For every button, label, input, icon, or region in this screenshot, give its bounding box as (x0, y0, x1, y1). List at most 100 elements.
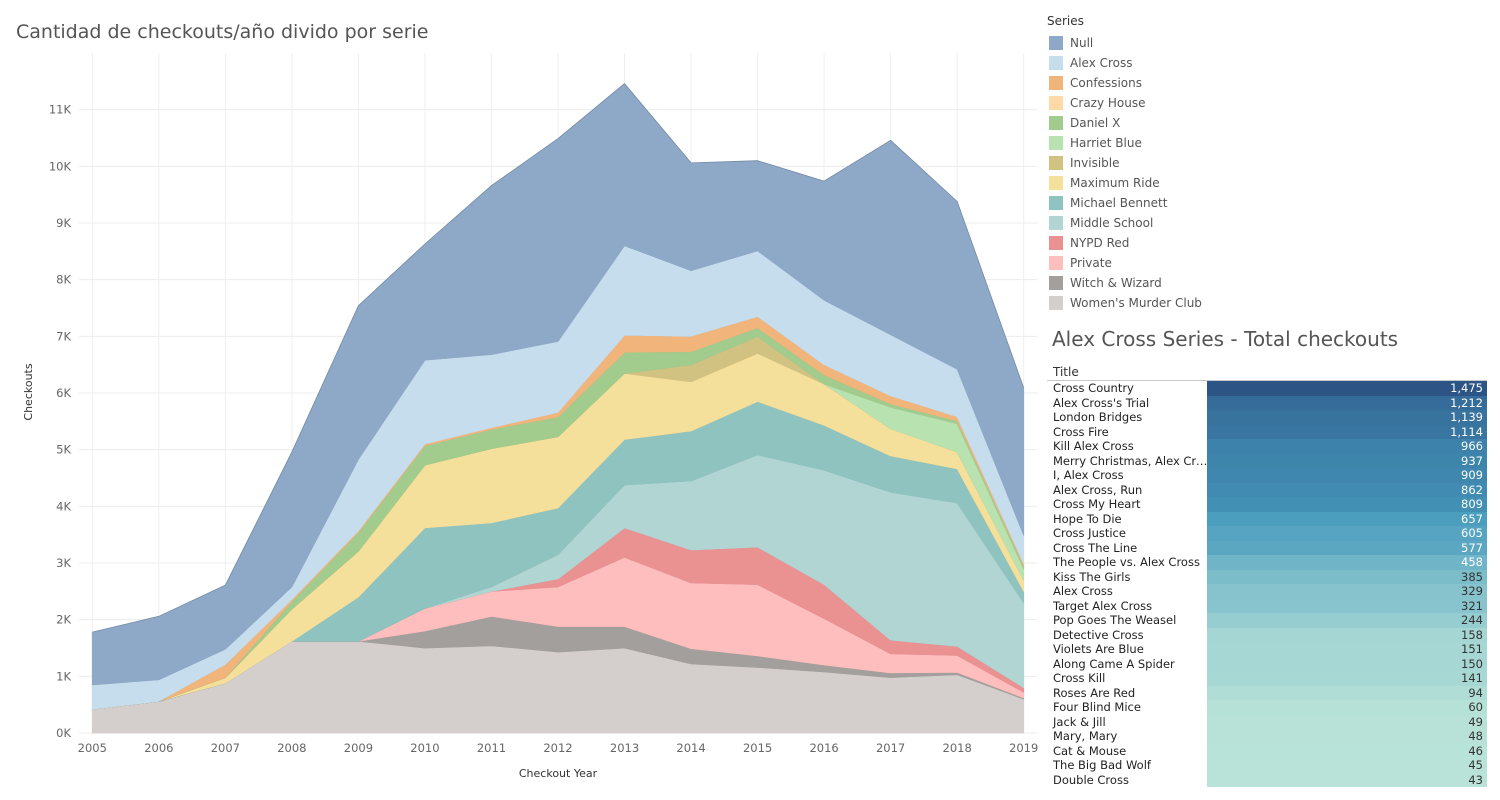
legend-item[interactable]: Maximum Ride (1047, 173, 1247, 193)
table-row-title: Along Came A Spider (1053, 656, 1175, 671)
x-tick-label: 2014 (676, 741, 705, 755)
x-tick-label: 2005 (78, 741, 107, 755)
table-row[interactable]: Merry Christmas, Alex Cro.. 937 (1047, 453, 1487, 468)
table-row[interactable]: Alex Cross's Trial 1,212 (1047, 395, 1487, 410)
table-row[interactable]: Cross My Heart 809 (1047, 497, 1487, 512)
table-row-title: Double Cross (1053, 772, 1129, 787)
table-heat-cell: 862 (1207, 482, 1487, 497)
table-row[interactable]: Violets Are Blue 151 (1047, 642, 1487, 657)
table-heat-cell: 937 (1207, 453, 1487, 468)
table-row[interactable]: Kill Alex Cross 966 (1047, 439, 1487, 454)
table-row-value: 809 (1461, 497, 1483, 511)
legend-swatch (1049, 176, 1063, 190)
table-row-title: Cross The Line (1053, 540, 1138, 555)
legend-item[interactable]: Michael Bennett (1047, 193, 1247, 213)
table-row[interactable]: Double Cross 43 (1047, 772, 1487, 787)
table-row[interactable]: Pop Goes The Weasel 244 (1047, 613, 1487, 628)
legend-swatch (1049, 276, 1063, 290)
table-heat-cell: 158 (1207, 627, 1487, 642)
table-row-value: 329 (1461, 584, 1483, 598)
legend-swatch (1049, 116, 1063, 130)
table-row[interactable]: Cross Country 1,475 (1047, 381, 1487, 396)
table-row[interactable]: Jack & Jill 49 (1047, 714, 1487, 729)
table-row[interactable]: London Bridges 1,139 (1047, 410, 1487, 425)
legend-item[interactable]: Harriet Blue (1047, 133, 1247, 153)
table-row[interactable]: Detective Cross 158 (1047, 627, 1487, 642)
table-row[interactable]: Alex Cross 329 (1047, 584, 1487, 599)
legend-item[interactable]: Alex Cross (1047, 53, 1247, 73)
legend-items: Null Alex Cross Confessions Crazy House Dani… (1047, 33, 1247, 313)
table-heat-cell: 46 (1207, 743, 1487, 758)
legend-label: NYPD Red (1070, 236, 1130, 250)
table-row[interactable]: Hope To Die 657 (1047, 511, 1487, 526)
legend-item[interactable]: Crazy House (1047, 93, 1247, 113)
table-row[interactable]: Alex Cross, Run 862 (1047, 482, 1487, 497)
legend-label: Michael Bennett (1070, 196, 1168, 210)
area-series-group (91, 83, 1025, 734)
table-row-value: 937 (1461, 453, 1483, 468)
legend-swatch (1049, 96, 1063, 110)
table-row[interactable]: Four Blind Mice 60 (1047, 700, 1487, 715)
legend-item[interactable]: Witch & Wizard (1047, 273, 1247, 293)
table-row[interactable]: Along Came A Spider 150 (1047, 656, 1487, 671)
table-row[interactable]: Cross Justice 605 (1047, 526, 1487, 541)
table-row-value: 966 (1461, 439, 1483, 453)
table-row-value: 321 (1461, 598, 1483, 613)
y-tick-label: 0K (56, 726, 71, 740)
legend-item[interactable]: Invisible (1047, 153, 1247, 173)
legend-item[interactable]: Middle School (1047, 213, 1247, 233)
table-heat-cell: 1,114 (1207, 424, 1487, 439)
legend-item[interactable]: Women's Murder Club (1047, 293, 1247, 313)
table-heat-cell: 909 (1207, 468, 1487, 483)
x-tick-label: 2018 (943, 741, 972, 755)
legend-label: Daniel X (1070, 116, 1121, 130)
table-row[interactable]: Cat & Mouse 46 (1047, 743, 1487, 758)
table-row-title: Merry Christmas, Alex Cro.. (1053, 453, 1208, 468)
y-tick-label: 11K (49, 103, 72, 117)
table-column-header-title[interactable]: Title (1053, 365, 1079, 379)
table-row[interactable]: The Big Bad Wolf 45 (1047, 758, 1487, 773)
x-tick-label: 2015 (743, 741, 772, 755)
table-row-value: 1,475 (1450, 381, 1483, 395)
table-heat-cell: 321 (1207, 598, 1487, 613)
table-row[interactable]: I, Alex Cross 909 (1047, 468, 1487, 483)
table-row-title: Four Blind Mice (1053, 700, 1141, 715)
legend-label: Private (1070, 256, 1112, 270)
y-axis-title: Checkouts (22, 363, 35, 420)
legend-label: Crazy House (1070, 96, 1146, 110)
table-heat-cell: 657 (1207, 511, 1487, 526)
table-heat-cell: 49 (1207, 714, 1487, 729)
area-chart[interactable]: 0K 1K 2K 3K 4K 5K 6K 7K 8K 9K 10K 11K 2005 2006 2007 20… (0, 0, 1040, 800)
legend-item[interactable]: Daniel X (1047, 113, 1247, 133)
y-tick-label: 6K (56, 386, 71, 400)
legend-label: Invisible (1070, 156, 1120, 170)
legend-title: Series (1047, 14, 1084, 28)
table-row[interactable]: Roses Are Red 94 (1047, 685, 1487, 700)
table-row-value: 909 (1461, 468, 1483, 482)
table-row-title: The People vs. Alex Cross (1053, 555, 1200, 570)
table-heat-cell: 966 (1207, 439, 1487, 454)
legend-item[interactable]: Null (1047, 33, 1247, 53)
legend[interactable]: Series Null Alex Cross Confessions Crazy Ho… (1047, 14, 1247, 313)
table-row[interactable]: Cross Kill 141 (1047, 671, 1487, 686)
table-row-title: Cross Fire (1053, 424, 1109, 439)
table-row[interactable]: Cross Fire 1,114 (1047, 424, 1487, 439)
table-heat-cell: 150 (1207, 656, 1487, 671)
legend-item[interactable]: Confessions (1047, 73, 1247, 93)
table-row-title: Cross My Heart (1053, 497, 1141, 512)
table-row-title: Detective Cross (1053, 627, 1144, 642)
table-row[interactable]: Kiss The Girls 385 (1047, 569, 1487, 584)
table-row[interactable]: Mary, Mary 48 (1047, 729, 1487, 744)
table-row-value: 151 (1461, 642, 1483, 656)
table-heat-cell: 329 (1207, 584, 1487, 599)
legend-item[interactable]: Private (1047, 253, 1247, 273)
table-row-value: 458 (1461, 555, 1483, 569)
legend-item[interactable]: NYPD Red (1047, 233, 1247, 253)
table-row-title: Jack & Jill (1053, 714, 1106, 729)
area-series[interactable] (91, 83, 1025, 686)
table-row[interactable]: The People vs. Alex Cross 458 (1047, 555, 1487, 570)
table-row[interactable]: Target Alex Cross 321 (1047, 598, 1487, 613)
legend-swatch (1049, 56, 1063, 70)
table-row[interactable]: Cross The Line 577 (1047, 540, 1487, 555)
table-row-value: 48 (1468, 729, 1483, 743)
